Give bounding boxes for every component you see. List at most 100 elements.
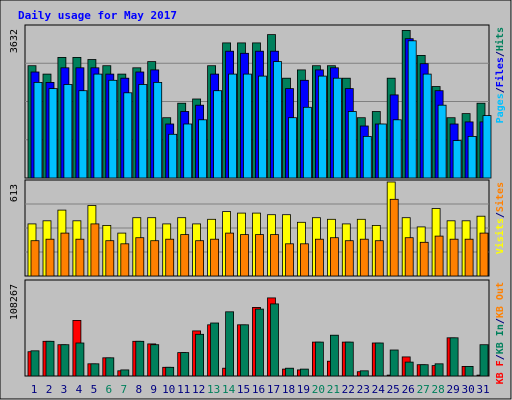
bar	[240, 324, 249, 377]
bar	[168, 133, 178, 179]
legend-entry: KB Out	[495, 282, 506, 318]
bar	[270, 303, 279, 377]
bar	[270, 234, 279, 277]
bar	[195, 240, 205, 277]
bar	[120, 243, 130, 277]
day-label: 3	[61, 383, 68, 396]
day-label: 2	[46, 383, 53, 396]
bar	[302, 106, 312, 179]
day-label: 6	[105, 383, 112, 396]
bar	[434, 363, 444, 377]
bar	[180, 352, 190, 377]
day-label: 28	[431, 383, 444, 396]
legend: Pages/Files/Hits	[494, 27, 506, 123]
bar	[449, 337, 459, 377]
bar	[195, 333, 205, 377]
bar	[329, 334, 339, 377]
bar	[180, 234, 190, 277]
bar	[332, 77, 342, 179]
bar	[374, 342, 384, 377]
bar	[78, 90, 88, 179]
series-sites	[30, 198, 489, 277]
scale-label: 3632	[9, 29, 20, 53]
bar	[165, 366, 175, 377]
bar	[437, 104, 447, 179]
legend-separator: /	[495, 318, 506, 324]
bar	[243, 73, 252, 179]
day-label: 22	[342, 383, 355, 396]
legend: Visits/Sites	[494, 182, 506, 254]
bar	[258, 75, 267, 179]
bar	[377, 123, 387, 179]
legend: KB F/KB In/KB Out	[495, 282, 506, 384]
bar	[434, 235, 444, 277]
bar	[90, 223, 100, 277]
bar	[389, 349, 399, 377]
bar	[123, 92, 133, 179]
day-label: 29	[446, 383, 459, 396]
bar	[198, 119, 208, 179]
bar	[45, 238, 55, 277]
day-label: 30	[461, 383, 474, 396]
bar	[359, 370, 369, 377]
bar	[299, 368, 309, 377]
bar	[452, 140, 462, 179]
bar	[60, 232, 70, 277]
bar	[150, 344, 160, 377]
bar	[225, 232, 235, 277]
day-label: 16	[252, 383, 265, 396]
day-label: 4	[76, 383, 83, 396]
bar	[314, 341, 324, 377]
bar	[255, 234, 264, 277]
bar	[105, 240, 115, 277]
legend-entry: Pages	[495, 93, 506, 123]
panel-3: 108267 KB F/KB In/KB Out	[9, 279, 506, 384]
bar	[285, 367, 294, 377]
day-label: 26	[402, 383, 415, 396]
bar	[240, 234, 249, 277]
bar	[422, 73, 432, 179]
bar	[228, 73, 238, 179]
day-label: 18	[282, 383, 295, 396]
panel-2: 613 Visits/Sites	[9, 179, 506, 277]
legend-separator: /	[495, 51, 506, 57]
bar	[90, 363, 100, 377]
bar	[317, 75, 327, 179]
bar	[63, 84, 73, 179]
series-kb-in	[30, 303, 489, 377]
bar	[419, 364, 429, 377]
bar	[344, 341, 354, 377]
bar	[359, 238, 369, 277]
bar	[138, 84, 148, 179]
day-label: 25	[387, 383, 400, 396]
chart-title: Daily usage for May 2017	[18, 9, 177, 22]
bar	[467, 135, 477, 179]
bar	[314, 238, 324, 277]
bar	[374, 240, 384, 277]
day-label: 31	[476, 383, 489, 396]
bar	[464, 238, 474, 277]
day-label: 14	[222, 383, 236, 396]
day-label: 7	[120, 383, 127, 396]
day-label: 13	[207, 383, 220, 396]
bar	[210, 322, 220, 377]
series-pages	[33, 40, 492, 179]
bar	[407, 40, 417, 179]
legend-separator: /	[495, 354, 506, 360]
bar	[404, 361, 414, 377]
legend-entry: Files	[494, 57, 506, 87]
bar	[135, 237, 145, 277]
scale-label: 108267	[9, 284, 20, 320]
day-label: 1	[31, 383, 38, 396]
scale-label: 613	[9, 184, 20, 202]
day-label: 24	[372, 383, 386, 396]
bar	[389, 198, 399, 277]
bar	[48, 88, 58, 179]
bar	[347, 111, 357, 179]
bar	[108, 79, 118, 179]
day-label: 20	[312, 383, 325, 396]
bar	[273, 61, 282, 179]
legend-entry: Sites	[494, 182, 506, 212]
